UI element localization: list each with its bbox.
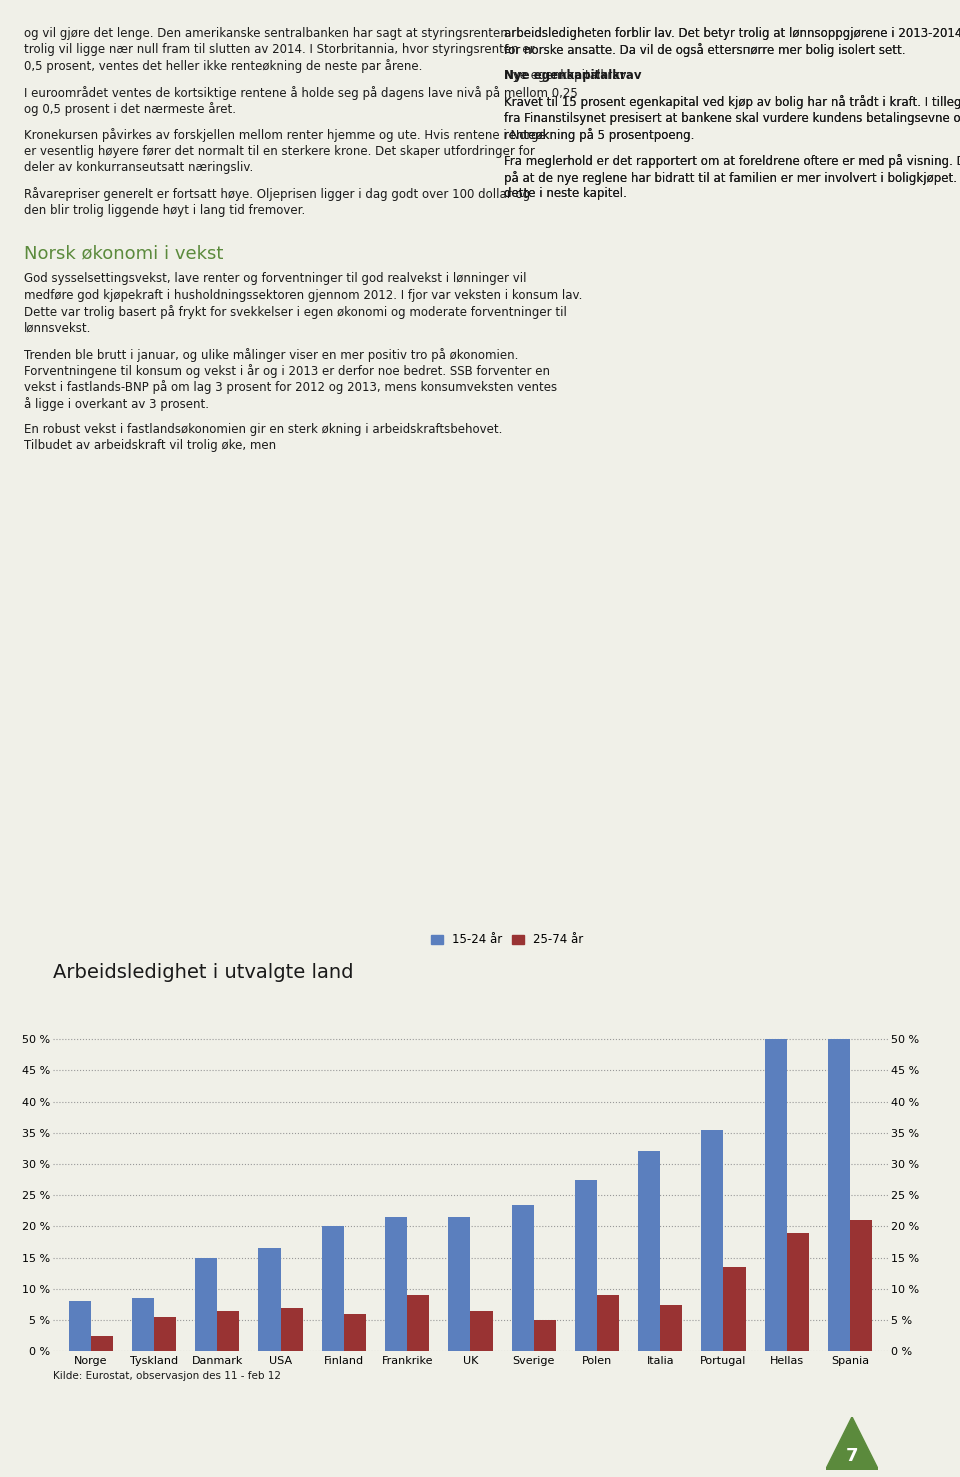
- Text: Dette var trolig basert på frykt for svekkelser i egen økonomi og moderate forve: Dette var trolig basert på frykt for sve…: [24, 306, 566, 319]
- Text: Trenden ble brutt i januar, og ulike målinger viser en mer positiv tro på økonom: Trenden ble brutt i januar, og ulike mål…: [24, 347, 518, 362]
- Bar: [385, 1217, 407, 1351]
- Text: Kilde: Eurostat, observasjon des 11 - feb 12: Kilde: Eurostat, observasjon des 11 - fe…: [53, 1371, 280, 1381]
- Text: fra Finanstilsynet presisert at bankene skal vurdere kundens betalingsevne opp m: fra Finanstilsynet presisert at bankene …: [504, 112, 960, 126]
- Bar: [702, 1130, 724, 1351]
- Text: trolig vil ligge nær null fram til slutten av 2014. I Storbritannia, hvor styrin: trolig vil ligge nær null fram til slutt…: [24, 43, 535, 56]
- Text: renteøkning på 5 prosentpoeng.: renteøkning på 5 prosentpoeng.: [504, 128, 694, 142]
- Bar: [660, 1304, 683, 1351]
- Text: for norske ansatte. Da vil de også ettersпørre mer bolig isolert sett.: for norske ansatte. Da vil de også etter…: [504, 43, 905, 58]
- Bar: [828, 1038, 850, 1351]
- Polygon shape: [826, 1416, 878, 1470]
- Text: dette i neste kapitel.: dette i neste kapitel.: [504, 188, 627, 201]
- Text: vekst i fastlands-BNP på om lag 3 prosent for 2012 og 2013, mens konsumveksten v: vekst i fastlands-BNP på om lag 3 prosen…: [24, 381, 557, 394]
- Bar: [280, 1307, 302, 1351]
- Text: God sysselsettingsvekst, lave renter og forventninger til god realvekst i lønnin: God sysselsettingsvekst, lave renter og …: [24, 272, 526, 285]
- Bar: [597, 1295, 619, 1351]
- Text: 0,5 prosent, ventes det heller ikke renteøkning de neste par årene.: 0,5 prosent, ventes det heller ikke rent…: [24, 59, 422, 74]
- Text: Nye egenkapitalkrav: Nye egenkapitalkrav: [504, 69, 641, 83]
- Text: arbeidsledigheten forblir lav. Det betyr trolig at lønnsoppgjørene i 2013-2014 k: arbeidsledigheten forblir lav. Det betyr…: [504, 27, 960, 40]
- Text: Kravet til 15 prosent egenkapital ved kjøp av bolig har nå trådt i kraft. I till: Kravet til 15 prosent egenkapital ved kj…: [504, 96, 960, 109]
- Bar: [787, 1233, 809, 1351]
- Text: En robust vekst i fastlandsøkonomien gir en sterk økning i arbeidskraftsbehovet.: En robust vekst i fastlandsøkonomien gir…: [24, 422, 502, 436]
- Bar: [724, 1267, 746, 1351]
- Text: fra Finanstilsynet presisert at bankene skal vurdere kundens betalingsevne opp m: fra Finanstilsynet presisert at bankene …: [504, 112, 960, 126]
- Text: og vil gjøre det lenge. Den amerikanske sentralbanken har sagt at styringsrenten: og vil gjøre det lenge. Den amerikanske …: [24, 27, 508, 40]
- Bar: [217, 1312, 239, 1351]
- Text: dette i neste kapitel.: dette i neste kapitel.: [504, 188, 627, 201]
- Bar: [638, 1152, 660, 1351]
- Bar: [407, 1295, 429, 1351]
- Text: Nye egenkapitalkrav: Nye egenkapitalkrav: [504, 69, 627, 83]
- Text: Kronekursen påvirkes av forskjellen mellom renter hjemme og ute. Hvis rentene i : Kronekursen påvirkes av forskjellen mell…: [24, 128, 546, 142]
- Text: for norske ansatte. Da vil de også ettersпørre mer bolig isolert sett.: for norske ansatte. Da vil de også etter…: [504, 43, 905, 58]
- Text: Norsk økonomi i vekst: Norsk økonomi i vekst: [24, 245, 224, 263]
- Bar: [575, 1180, 597, 1351]
- Text: den blir trolig liggende høyt i lang tid fremover.: den blir trolig liggende høyt i lang tid…: [24, 204, 305, 217]
- Text: Fra meglerhold er det rapportert om at foreldrene oftere er med på visning. Det : Fra meglerhold er det rapportert om at f…: [504, 155, 960, 168]
- Text: deler av konkurranseutsatt næringsliv.: deler av konkurranseutsatt næringsliv.: [24, 161, 253, 174]
- Text: lønnsvekst.: lønnsvekst.: [24, 322, 91, 334]
- Bar: [132, 1298, 154, 1351]
- Text: og 0,5 prosent i det nærmeste året.: og 0,5 prosent i det nærmeste året.: [24, 102, 236, 117]
- Bar: [258, 1248, 280, 1351]
- Text: Kravet til 15 prosent egenkapital ved kjøp av bolig har nå trådt i kraft. I till: Kravet til 15 prosent egenkapital ved kj…: [504, 96, 960, 109]
- Bar: [512, 1205, 534, 1351]
- Text: 7: 7: [846, 1447, 858, 1465]
- Bar: [154, 1317, 177, 1351]
- Text: renteøkning på 5 prosentpoeng.: renteøkning på 5 prosentpoeng.: [504, 128, 694, 142]
- Text: Arbeidsledighet i utvalgte land: Arbeidsledighet i utvalgte land: [53, 963, 353, 982]
- Text: er vesentlig høyere fører det normalt til en sterkere krone. Det skaper utfordri: er vesentlig høyere fører det normalt ti…: [24, 145, 535, 158]
- Bar: [344, 1315, 366, 1351]
- Text: Tilbudet av arbeidskraft vil trolig øke, men: Tilbudet av arbeidskraft vil trolig øke,…: [24, 440, 276, 452]
- Bar: [470, 1312, 492, 1351]
- Text: medføre god kjøpekraft i husholdningssektoren gjennom 2012. I fjor var veksten i: medføre god kjøpekraft i husholdningssek…: [24, 288, 583, 301]
- Legend: 15-24 år, 25-74 år: 15-24 år, 25-74 år: [426, 929, 588, 951]
- Text: Fra meglerhold er det rapportert om at foreldrene oftere er med på visning. Det : Fra meglerhold er det rapportert om at f…: [504, 155, 960, 168]
- Text: å ligge i overkant av 3 prosent.: å ligge i overkant av 3 prosent.: [24, 397, 209, 411]
- Text: I euroområdet ventes de kortsiktige rentene å holde seg på dagens lave nivå på m: I euroområdet ventes de kortsiktige rent…: [24, 86, 578, 99]
- Text: på at de nye reglene har bidratt til at familien er mer involvert i boligkjøpet.: på at de nye reglene har bidratt til at …: [504, 171, 960, 185]
- Text: arbeidsledigheten forblir lav. Det betyr trolig at lønnsoppgjørene i 2013-2014 k: arbeidsledigheten forblir lav. Det betyr…: [504, 27, 960, 40]
- Text: Råvarepriser generelt er fortsatt høye. Oljeprisen ligger i dag godt over 100 do: Råvarepriser generelt er fortsatt høye. …: [24, 188, 530, 201]
- Text: Forventningene til konsum og vekst i år og i 2013 er derfor noe bedret. SSB forv: Forventningene til konsum og vekst i år …: [24, 363, 550, 378]
- Bar: [68, 1301, 91, 1351]
- Bar: [322, 1226, 344, 1351]
- Bar: [448, 1217, 470, 1351]
- Bar: [850, 1220, 873, 1351]
- Bar: [91, 1335, 113, 1351]
- Bar: [764, 1038, 787, 1351]
- Bar: [534, 1320, 556, 1351]
- Bar: [195, 1258, 217, 1351]
- Text: på at de nye reglene har bidratt til at familien er mer involvert i boligkjøpet.: på at de nye reglene har bidratt til at …: [504, 171, 960, 185]
